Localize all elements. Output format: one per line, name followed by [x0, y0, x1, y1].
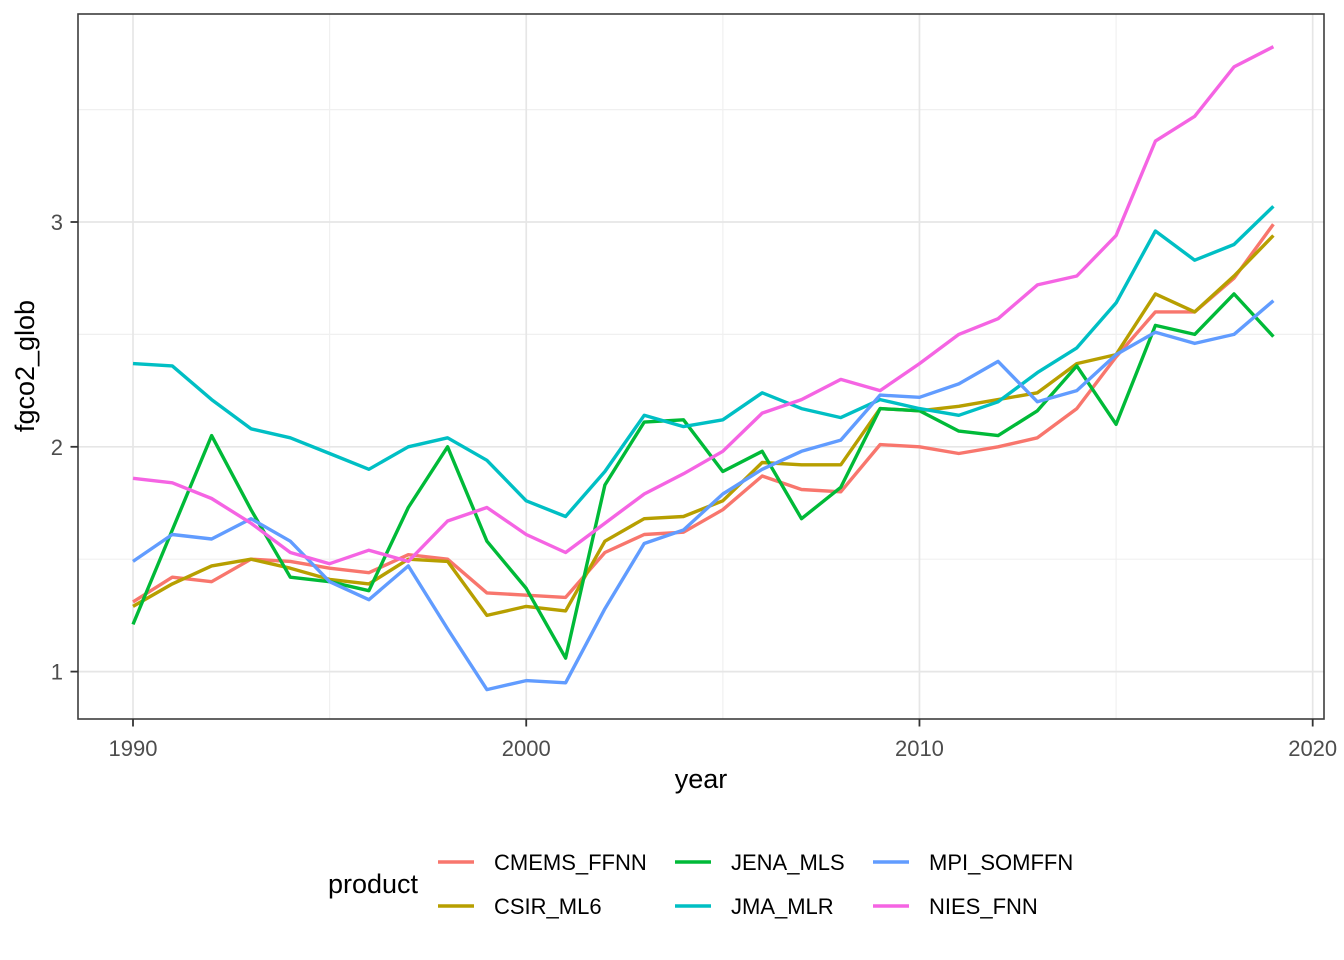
legend-label: JMA_MLR [731, 894, 834, 919]
series-line-jma-mlr [132, 205, 1275, 519]
legend: product CMEMS_FFNN CSIR_ML6 JENA_MLS JMA_ML… [328, 850, 1073, 919]
x-tick-label: 2000 [502, 736, 551, 761]
series-line-jena-mls [131, 292, 1275, 660]
series-line-nies-fnn [132, 45, 1275, 566]
y-tick-label: 1 [51, 660, 63, 685]
panel-border [77, 13, 1325, 720]
y-tick-label: 3 [51, 210, 63, 235]
legend-title: product [328, 869, 419, 899]
legend-item-jma-mlr: JMA_MLR [675, 894, 834, 919]
gridlines [78, 14, 1324, 719]
series-lines [131, 45, 1275, 692]
legend-label: NIES_FNN [929, 894, 1038, 919]
legend-item-nies-fnn: NIES_FNN [873, 894, 1038, 919]
legend-label: CMEMS_FFNN [494, 850, 647, 875]
legend-label: CSIR_ML6 [494, 894, 602, 919]
x-tick-label: 2010 [895, 736, 944, 761]
y-axis-title: fgco2_glob [10, 300, 40, 432]
axis-ticks [70, 221, 1314, 727]
legend-item-jena-mls: JENA_MLS [675, 850, 845, 875]
x-axis-title: year [675, 764, 728, 794]
series-line-csir-ml6 [132, 234, 1275, 618]
axis-tick-labels: 1990 2000 2010 2020 1 2 3 [51, 210, 1337, 761]
legend-item-cmems-ffnn: CMEMS_FFNN [438, 850, 647, 875]
x-tick-label: 1990 [109, 736, 158, 761]
x-tick-label: 2020 [1288, 736, 1337, 761]
legend-item-csir-ml6: CSIR_ML6 [438, 894, 602, 919]
y-tick-label: 2 [51, 435, 63, 460]
legend-item-mpi-somffn: MPI_SOMFFN [873, 850, 1073, 875]
legend-label: MPI_SOMFFN [929, 850, 1073, 875]
series-line-mpi-somffn [132, 299, 1275, 692]
legend-label: JENA_MLS [731, 850, 845, 875]
series-line-cmems-ffnn [132, 223, 1275, 604]
